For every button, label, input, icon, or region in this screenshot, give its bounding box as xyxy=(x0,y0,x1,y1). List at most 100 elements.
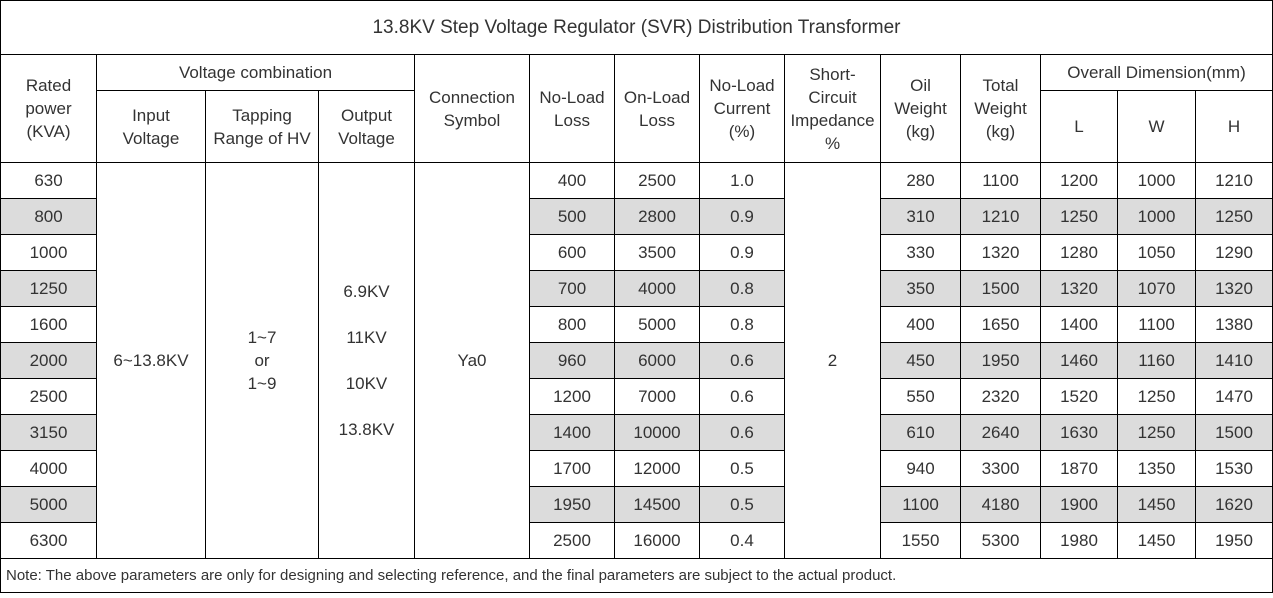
cell-oil-weight: 350 xyxy=(881,271,961,307)
cell-total-weight: 1320 xyxy=(961,235,1041,271)
cell-dim-h: 1290 xyxy=(1196,235,1273,271)
merged-short-circuit-impedance: 2 xyxy=(785,163,881,559)
cell-no-load-loss: 800 xyxy=(530,307,615,343)
cell-no-load-loss: 2500 xyxy=(530,523,615,559)
cell-dim-w: 1100 xyxy=(1118,307,1196,343)
cell-no-load-current: 0.5 xyxy=(700,487,785,523)
header-dim-w: W xyxy=(1118,91,1196,163)
cell-on-load-loss: 16000 xyxy=(615,523,700,559)
cell-rated-power: 1600 xyxy=(0,307,97,343)
header-total-weight: Total Weight (kg) xyxy=(961,55,1041,163)
cell-no-load-current: 0.8 xyxy=(700,271,785,307)
cell-dim-h: 1470 xyxy=(1196,379,1273,415)
cell-total-weight: 5300 xyxy=(961,523,1041,559)
cell-rated-power: 2000 xyxy=(0,343,97,379)
cell-no-load-current: 1.0 xyxy=(700,163,785,199)
cell-dim-w: 1250 xyxy=(1118,379,1196,415)
cell-dim-l: 1250 xyxy=(1041,199,1118,235)
header-dim-l: L xyxy=(1041,91,1118,163)
cell-on-load-loss: 7000 xyxy=(615,379,700,415)
cell-dim-w: 1000 xyxy=(1118,163,1196,199)
cell-no-load-current: 0.9 xyxy=(700,199,785,235)
cell-dim-w: 1450 xyxy=(1118,523,1196,559)
cell-on-load-loss: 3500 xyxy=(615,235,700,271)
cell-oil-weight: 940 xyxy=(881,451,961,487)
header-on-load-loss: On-Load Loss xyxy=(615,55,700,163)
header-output-voltage: Output Voltage xyxy=(319,91,415,163)
cell-dim-l: 1400 xyxy=(1041,307,1118,343)
cell-no-load-current: 0.6 xyxy=(700,415,785,451)
cell-no-load-current: 0.6 xyxy=(700,379,785,415)
cell-no-load-loss: 700 xyxy=(530,271,615,307)
cell-no-load-current: 0.5 xyxy=(700,451,785,487)
cell-total-weight: 1950 xyxy=(961,343,1041,379)
cell-total-weight: 2640 xyxy=(961,415,1041,451)
header-short-circuit-impedance: Short- Circuit Impedance% xyxy=(785,55,881,163)
cell-dim-w: 1350 xyxy=(1118,451,1196,487)
cell-rated-power: 2500 xyxy=(0,379,97,415)
cell-no-load-current: 0.8 xyxy=(700,307,785,343)
cell-total-weight: 1210 xyxy=(961,199,1041,235)
merged-tapping-range: 1~7 or 1~9 xyxy=(206,163,319,559)
cell-no-load-current: 0.4 xyxy=(700,523,785,559)
cell-no-load-loss: 1700 xyxy=(530,451,615,487)
cell-dim-w: 1450 xyxy=(1118,487,1196,523)
header-input-voltage: Input Voltage xyxy=(97,91,206,163)
cell-no-load-current: 0.6 xyxy=(700,343,785,379)
cell-total-weight: 2320 xyxy=(961,379,1041,415)
cell-dim-l: 1630 xyxy=(1041,415,1118,451)
cell-oil-weight: 310 xyxy=(881,199,961,235)
cell-dim-l: 1870 xyxy=(1041,451,1118,487)
cell-dim-h: 1380 xyxy=(1196,307,1273,343)
cell-on-load-loss: 4000 xyxy=(615,271,700,307)
cell-on-load-loss: 5000 xyxy=(615,307,700,343)
cell-dim-l: 1280 xyxy=(1041,235,1118,271)
cell-total-weight: 1650 xyxy=(961,307,1041,343)
cell-dim-h: 1620 xyxy=(1196,487,1273,523)
cell-oil-weight: 280 xyxy=(881,163,961,199)
cell-dim-h: 1950 xyxy=(1196,523,1273,559)
cell-no-load-loss: 600 xyxy=(530,235,615,271)
cell-total-weight: 3300 xyxy=(961,451,1041,487)
header-no-load-loss: No-Load Loss xyxy=(530,55,615,163)
cell-on-load-loss: 2800 xyxy=(615,199,700,235)
cell-dim-l: 1980 xyxy=(1041,523,1118,559)
cell-no-load-loss: 500 xyxy=(530,199,615,235)
cell-dim-h: 1320 xyxy=(1196,271,1273,307)
table-note: Note: The above parameters are only for … xyxy=(0,558,1273,593)
merged-output-voltage: 6.9KV 11KV 10KV 13.8KV xyxy=(319,163,415,559)
header-dim-h: H xyxy=(1196,91,1273,163)
cell-rated-power: 800 xyxy=(0,199,97,235)
cell-dim-l: 1520 xyxy=(1041,379,1118,415)
cell-oil-weight: 400 xyxy=(881,307,961,343)
cell-rated-power: 1000 xyxy=(0,235,97,271)
cell-dim-l: 1900 xyxy=(1041,487,1118,523)
merged-input-voltage: 6~13.8KV xyxy=(97,163,206,559)
header-overall-dimension: Overall Dimension(mm) xyxy=(1041,55,1273,91)
header-connection-symbol: Connection Symbol xyxy=(415,55,530,163)
cell-no-load-loss: 400 xyxy=(530,163,615,199)
header-rated-power: Rated power (KVA) xyxy=(0,55,97,163)
cell-rated-power: 3150 xyxy=(0,415,97,451)
cell-dim-h: 1410 xyxy=(1196,343,1273,379)
cell-oil-weight: 610 xyxy=(881,415,961,451)
cell-rated-power: 4000 xyxy=(0,451,97,487)
cell-dim-w: 1250 xyxy=(1118,415,1196,451)
cell-on-load-loss: 2500 xyxy=(615,163,700,199)
cell-no-load-loss: 1200 xyxy=(530,379,615,415)
cell-on-load-loss: 12000 xyxy=(615,451,700,487)
table-title: 13.8KV Step Voltage Regulator (SVR) Dist… xyxy=(0,0,1273,55)
cell-total-weight: 1100 xyxy=(961,163,1041,199)
cell-dim-w: 1050 xyxy=(1118,235,1196,271)
cell-oil-weight: 1550 xyxy=(881,523,961,559)
header-no-load-current: No-Load Current (%) xyxy=(700,55,785,163)
cell-dim-w: 1070 xyxy=(1118,271,1196,307)
cell-rated-power: 6300 xyxy=(0,523,97,559)
cell-no-load-current: 0.9 xyxy=(700,235,785,271)
cell-on-load-loss: 6000 xyxy=(615,343,700,379)
header-oil-weight: Oil Weight (kg) xyxy=(881,55,961,163)
cell-total-weight: 1500 xyxy=(961,271,1041,307)
cell-oil-weight: 1100 xyxy=(881,487,961,523)
cell-dim-l: 1200 xyxy=(1041,163,1118,199)
